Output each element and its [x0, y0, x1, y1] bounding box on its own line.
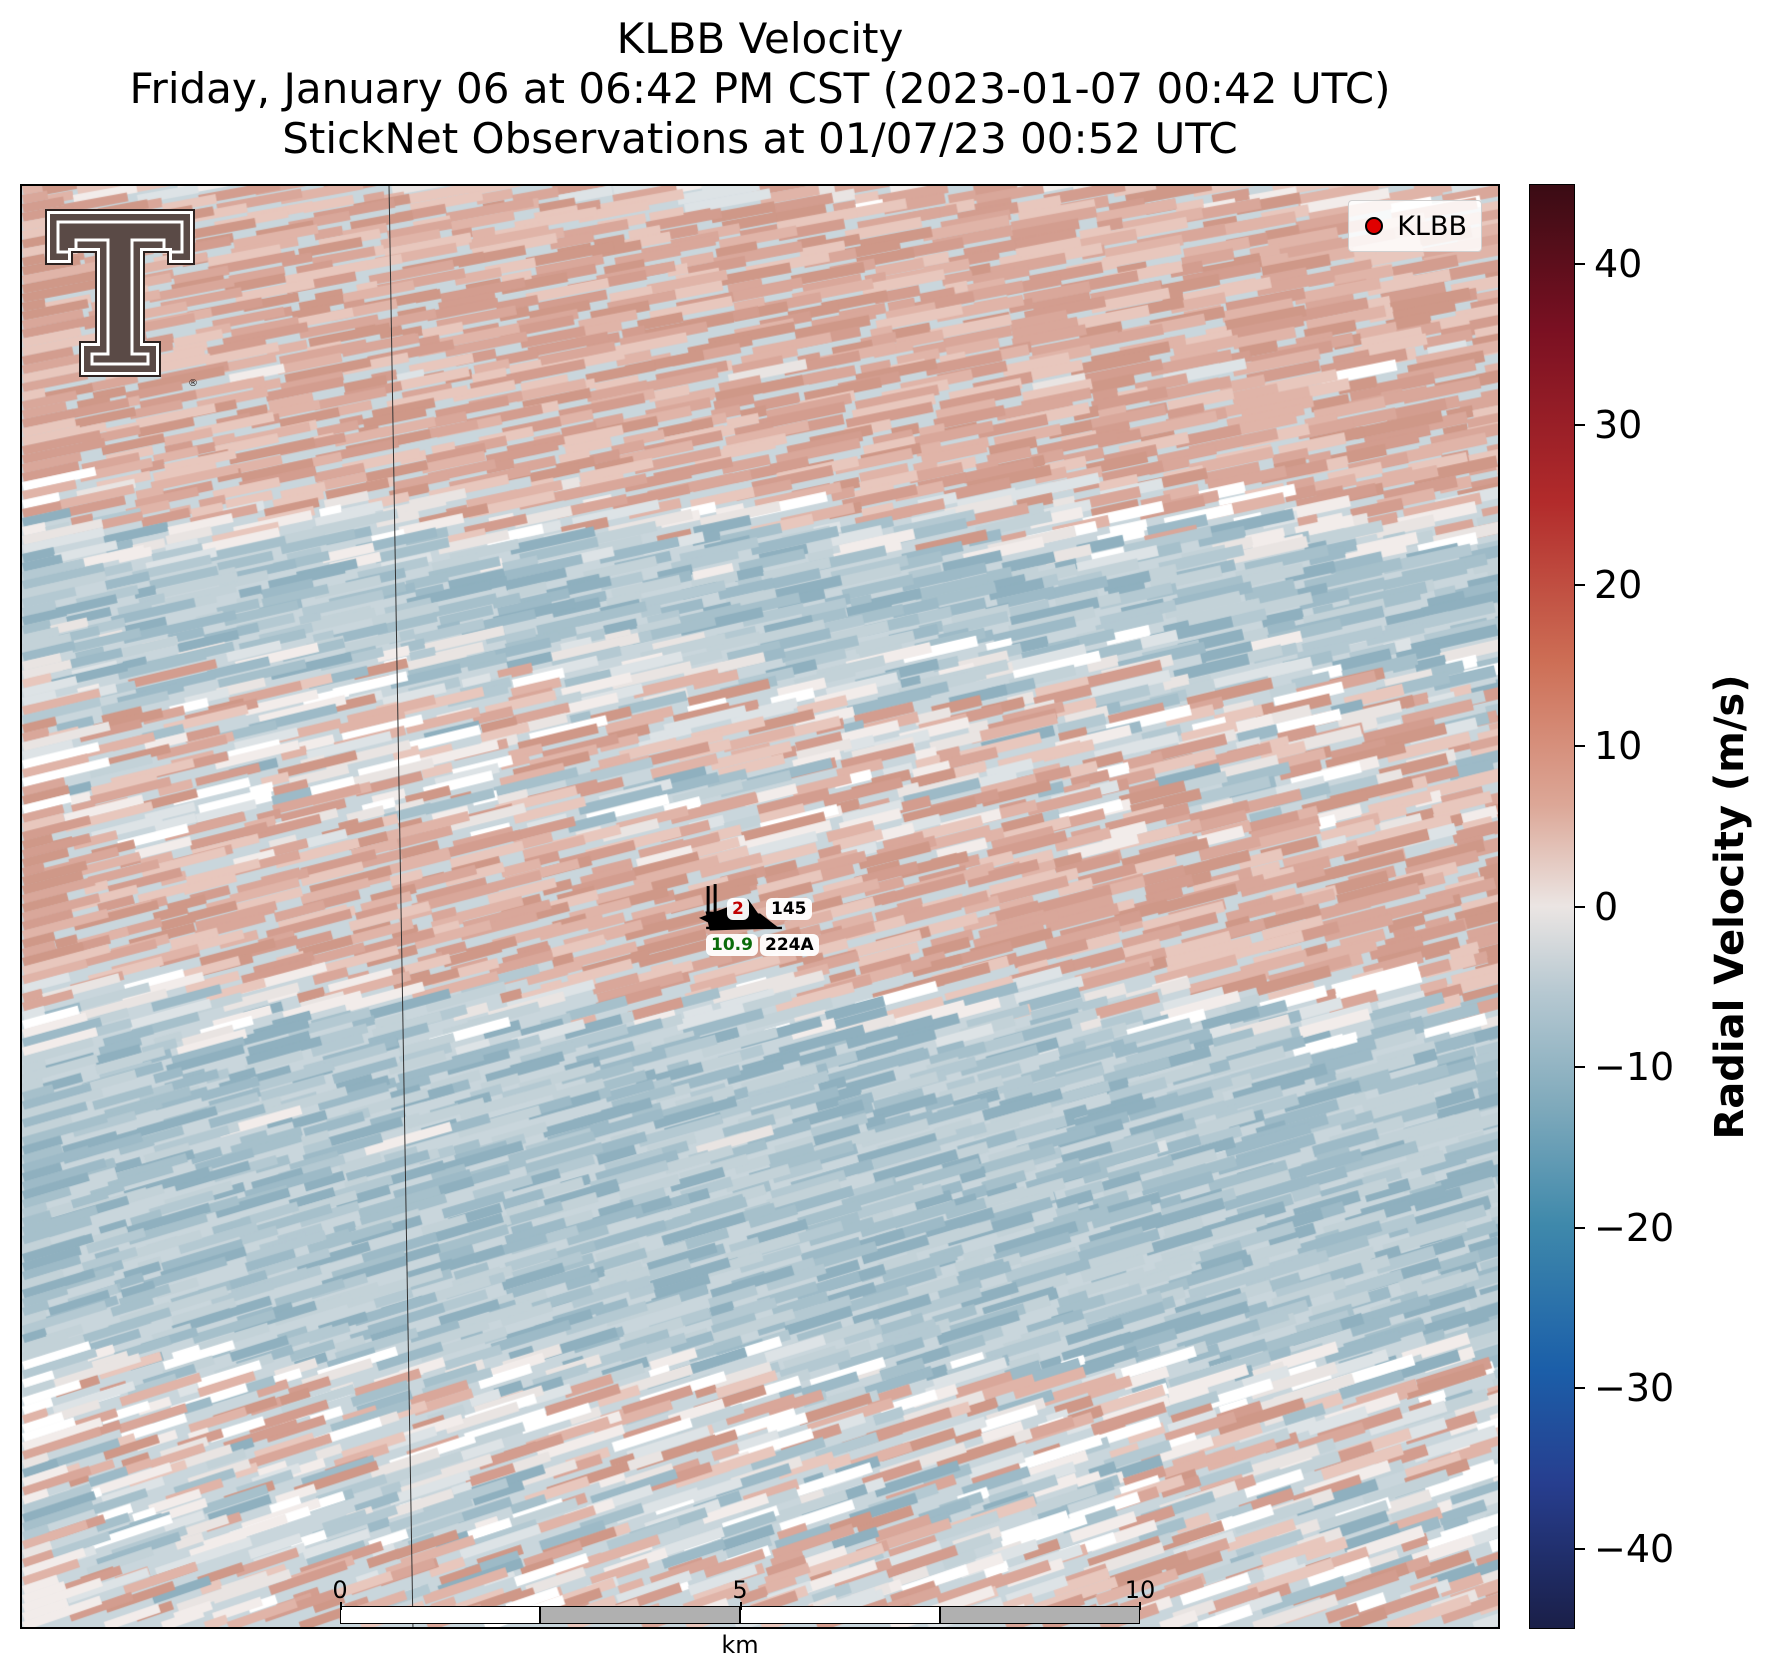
station-145-temperature: 2	[727, 898, 749, 920]
colorbar-tick-label: −40	[1594, 1526, 1675, 1571]
scale-tick-mark	[1139, 1602, 1141, 1610]
colorbar-tick-label: 10	[1594, 723, 1643, 768]
colorbar-tick-mark	[1575, 423, 1585, 426]
colorbar-tick-mark	[1575, 263, 1585, 266]
scale-segment	[540, 1606, 740, 1624]
station-224a-dewpoint: 10.9	[706, 934, 758, 956]
colorbar-tick-mark	[1575, 1226, 1585, 1229]
title-observations-line: StickNet Observations at 01/07/23 00:52 …	[282, 114, 1238, 163]
legend: KLBB	[1348, 200, 1482, 252]
colorbar-tick-label: 30	[1594, 402, 1643, 447]
colorbar-tick-mark	[1575, 1387, 1585, 1390]
station-145-id: 145	[766, 898, 812, 920]
scale-tick-label: 0	[332, 1576, 348, 1604]
colorbar-title: Radial Velocity (m/s)	[1707, 674, 1753, 1140]
scale-segment	[940, 1606, 1140, 1624]
scale-tick-label: 5	[732, 1576, 748, 1604]
scale-tick-mark	[340, 1602, 342, 1610]
svg-text:®: ®	[188, 378, 198, 389]
county-border-line	[388, 186, 414, 1627]
title-time-line: Friday, January 06 at 06:42 PM CST (2023…	[129, 64, 1391, 113]
colorbar-tick-label: 0	[1594, 884, 1619, 929]
scale-tick-mark	[740, 1602, 742, 1610]
colorbar-tick-label: 20	[1594, 563, 1643, 608]
scale-segment	[740, 1606, 940, 1624]
colorbar-tick-label: −20	[1594, 1205, 1675, 1250]
radial-velocity-field	[22, 186, 1498, 1627]
colorbar-tick-mark	[1575, 584, 1585, 587]
chart-title: KLBB Velocity Friday, January 06 at 06:4…	[0, 14, 1520, 164]
radar-location-marker	[1365, 217, 1384, 235]
distance-scale-bar: 0 5 10 km	[332, 1576, 1155, 1659]
colorbar-tick-label: −30	[1594, 1366, 1675, 1411]
colorbar-tick-label: 40	[1594, 242, 1643, 287]
colorbar-tick-mark	[1575, 905, 1585, 908]
colorbar-tick-mark	[1575, 1066, 1585, 1069]
scale-unit: km	[721, 1631, 759, 1659]
legend-label: KLBB	[1397, 210, 1467, 242]
colorbar-tick-mark	[1575, 1547, 1585, 1550]
radar-map[interactable]: ® KLBB 2 145 10.9 224A	[20, 184, 1500, 1629]
colorbar-tick-mark	[1575, 744, 1585, 747]
velocity-colorbar	[1529, 184, 1575, 1629]
texas-tech-double-t-logo: ®	[45, 209, 198, 389]
title-radar-line: KLBB Velocity	[616, 14, 904, 63]
colorbar-tick-label: −10	[1594, 1045, 1675, 1090]
map-overlay	[388, 186, 782, 1627]
scale-tick-label: 10	[1124, 1576, 1156, 1604]
scale-segment	[340, 1606, 540, 1624]
station-224a-id: 224A	[760, 934, 819, 956]
